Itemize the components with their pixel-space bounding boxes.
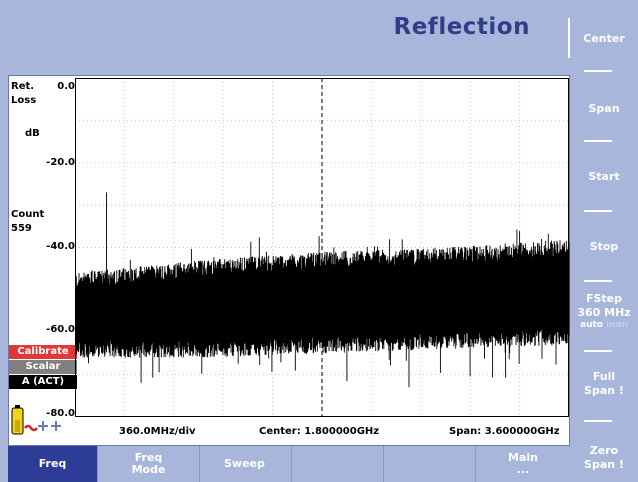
softkey-divider: [584, 210, 612, 212]
softkey-full-span-label: Full: [592, 370, 616, 383]
y-tick-label: -80.0: [46, 408, 75, 419]
softkey-divider: [584, 280, 612, 282]
page-title: Reflection: [393, 14, 530, 40]
fstep-auto-option: auto: [580, 320, 603, 330]
softkey-fstep-value: 360 MHz: [577, 306, 631, 319]
fstep-man-option: man: [606, 320, 628, 330]
softkey-start[interactable]: Start: [570, 170, 638, 184]
calibrate-badge[interactable]: Calibrate: [9, 345, 77, 359]
center-freq: Center: 1.800000GHz: [259, 426, 380, 437]
softkey-divider: [584, 70, 612, 72]
softkey-zero-span[interactable]: Zero Span !: [570, 444, 638, 472]
softkey-panel: Center Span Start Stop FStep 360 MHz aut…: [570, 0, 638, 482]
tab-freq-label: Freq: [38, 457, 67, 470]
tab-empty-1[interactable]: [292, 446, 384, 482]
reflection-trace: [75, 192, 570, 388]
softkey-fstep-label: FStep: [585, 292, 623, 305]
count-value: 559: [11, 223, 32, 234]
softkey-divider: [584, 420, 612, 422]
softkey-full-span-label2: Span !: [584, 384, 624, 397]
header-bar: Reflection: [0, 0, 570, 74]
y-tick-label: -60.0: [46, 324, 75, 335]
battery-plug-icon: [11, 405, 61, 435]
y-tick-label: -20.0: [46, 157, 75, 168]
y-tick-label: -40.0: [46, 241, 75, 252]
softkey-span[interactable]: Span: [570, 102, 638, 116]
tab-sweep[interactable]: Sweep: [200, 446, 292, 482]
freq-per-div: 360.0MHz/div: [119, 426, 196, 437]
ylabel-unit: dB: [25, 128, 40, 139]
softkey-fstep[interactable]: FStep 360 MHz auto man: [570, 292, 638, 331]
tab-sweep-label: Sweep: [224, 457, 265, 470]
softkey-stop[interactable]: Stop: [570, 240, 638, 254]
reflection-plot: [75, 78, 570, 417]
softkey-full-span[interactable]: Full Span !: [570, 370, 638, 398]
softkey-divider: [584, 350, 612, 352]
y-tick-label: 0.0: [57, 81, 75, 92]
softkey-center-label: Center: [583, 32, 625, 45]
tab-freq-mode[interactable]: Freq Mode: [98, 446, 200, 482]
tab-main-label: Main: [508, 451, 538, 464]
tab-empty-2[interactable]: [384, 446, 476, 482]
header-divider: [568, 18, 570, 58]
tab-freq-mode-label2: Mode: [131, 463, 166, 476]
tab-freq-mode-label: Freq: [134, 451, 163, 464]
softkey-center[interactable]: Center: [570, 32, 638, 46]
span-freq: Span: 3.600000GHz: [449, 426, 560, 437]
tab-freq[interactable]: Freq: [8, 446, 98, 482]
ylabel-ret: Ret.: [11, 81, 35, 92]
softkey-zero-span-label2: Span !: [584, 458, 624, 471]
softkey-stop-label: Stop: [589, 240, 619, 253]
scalar-badge: Scalar: [9, 360, 77, 374]
softkey-start-label: Start: [588, 170, 620, 183]
softkey-span-label: Span: [588, 102, 620, 115]
ylabel-loss: Loss: [11, 95, 37, 106]
tab-main[interactable]: Main ...: [476, 446, 570, 482]
act-badge: A (ACT): [9, 375, 77, 389]
plot-panel: Ret. Loss dB 0.0 -20.0 -40.0 -60.0 -80.0…: [8, 75, 570, 446]
bottom-tabs: Freq Freq Mode Sweep Main ...: [0, 446, 570, 482]
softkey-divider: [584, 140, 612, 142]
count-label: Count: [11, 209, 45, 220]
tab-main-label2: ...: [516, 463, 530, 476]
softkey-fstep-mode: auto man: [570, 320, 638, 331]
softkey-zero-span-label: Zero: [589, 444, 619, 457]
